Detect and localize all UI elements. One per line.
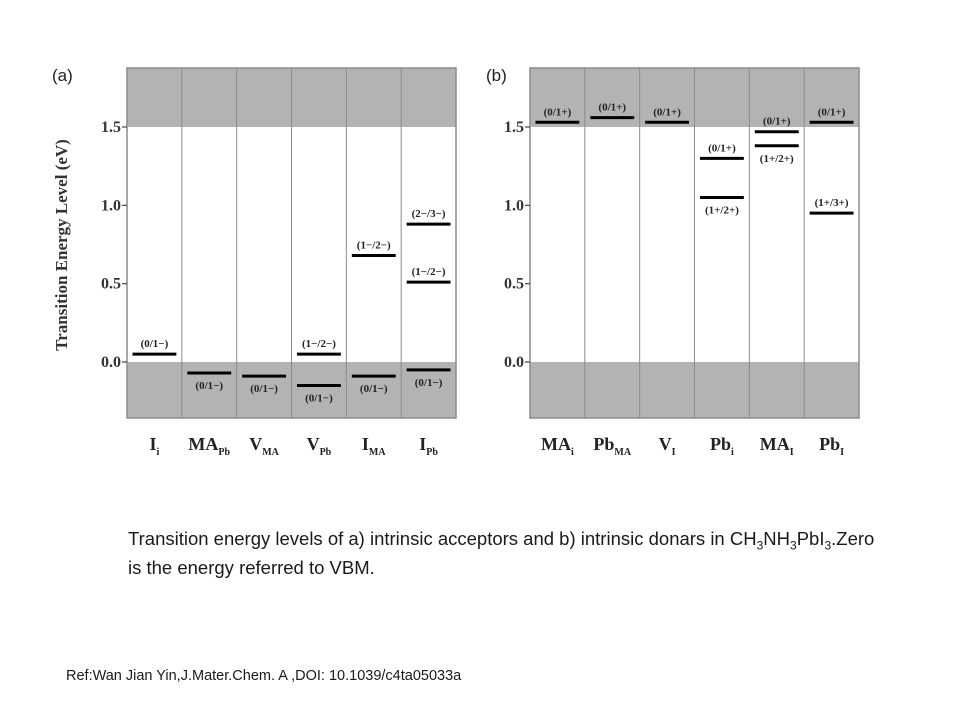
y-tick-label: 0.0 (101, 354, 121, 371)
energy-level-label: (0/1+) (708, 142, 736, 154)
y-tick-label: 0.5 (101, 276, 121, 293)
category-label: VPb (307, 434, 332, 458)
category-label: MAI (760, 434, 794, 458)
category-label: Ii (150, 434, 160, 458)
y-tick-label: 1.5 (101, 119, 121, 136)
category-label: MAPb (188, 434, 230, 458)
energy-level-label: (0/1−) (195, 380, 223, 392)
energy-level-label: (0/1−) (141, 338, 169, 350)
panel-label: (a) (52, 66, 73, 85)
energy-level-label: (0/1+) (818, 106, 846, 118)
energy-level-label: (0/1+) (598, 102, 626, 114)
energy-level-label: (1−/2−) (412, 266, 446, 278)
energy-level-label: (1+/2+) (705, 205, 739, 217)
y-tick-label: 0.0 (504, 354, 524, 371)
energy-level-label: (1−/2−) (357, 239, 391, 251)
energy-level-label: (0/1−) (250, 383, 278, 395)
energy-level-label: (1+/3+) (815, 197, 849, 209)
category-label: Pbi (710, 434, 734, 458)
y-axis-label: Transition Energy Level (eV) (52, 139, 71, 351)
panel-a: 0.0 0.5 1.0 1.5 (a) Transition Energy Level (… (52, 66, 457, 458)
reference-text: Ref:Wan Jian Yin,J.Mater.Chem. A ,DOI: 1… (66, 668, 462, 684)
category-label: IPb (419, 434, 438, 458)
category-label: VI (659, 434, 676, 458)
plot-frame (126, 67, 457, 419)
category-label: MAi (541, 434, 574, 458)
energy-level-label: (1−/2−) (302, 338, 336, 350)
y-tick-label: 1.5 (504, 119, 524, 136)
category-label: IMA (362, 434, 386, 458)
category-label: PbI (819, 434, 844, 458)
energy-level-label: (0/1−) (415, 377, 443, 389)
y-tick-label: 1.0 (101, 197, 121, 214)
y-tick-label: 0.5 (504, 276, 524, 293)
energy-level-label: (1+/2+) (760, 153, 794, 165)
energy-level-label: (2−/3−) (412, 208, 446, 220)
energy-level-label: (0/1−) (360, 383, 388, 395)
category-label: PbMA (593, 434, 631, 458)
category-label: VMA (249, 434, 279, 458)
panel-label: (b) (486, 66, 507, 85)
y-tick-label: 1.0 (504, 197, 524, 214)
energy-level-label: (0/1+) (763, 116, 791, 128)
energy-level-label: (0/1+) (653, 106, 681, 118)
energy-level-label: (0/1+) (544, 106, 572, 118)
figure-caption: Transition energy levels of a) intrinsic… (128, 528, 875, 578)
figure: 0.0 0.5 1.0 1.5 (a) Transition Energy Level (… (52, 66, 860, 458)
plot-frame (529, 67, 860, 419)
energy-level-label: (0/1−) (305, 393, 333, 405)
panel-b: 0.0 0.5 1.0 1.5 (b) MAi PbMA VI Pbi MAI PbI (0/1+) (… (486, 66, 860, 458)
